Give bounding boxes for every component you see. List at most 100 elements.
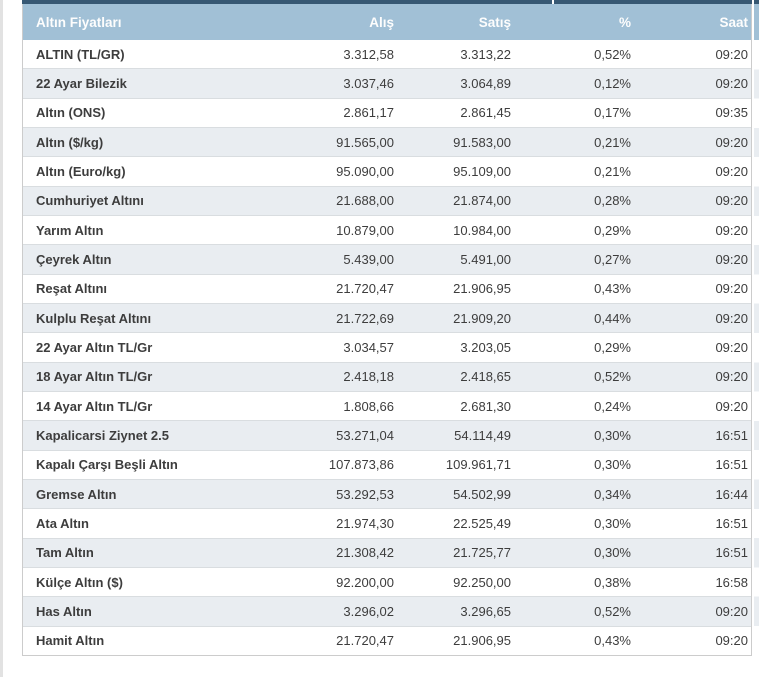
top-accent-bar bbox=[22, 0, 752, 4]
table-row: ALTIN (TL/GR) 3.312,58 3.313,22 0,52% 09… bbox=[23, 40, 751, 69]
gold-prices-widget: Altın Fiyatları Alış Satış % Saat ALTIN … bbox=[22, 0, 752, 656]
change-percent: 0,29% bbox=[594, 222, 631, 238]
table-row: Kapalicarsi Ziynet 2.5 53.271,04 54.114,… bbox=[23, 420, 751, 450]
update-time: 09:20 bbox=[715, 281, 748, 297]
update-time: 09:20 bbox=[715, 633, 748, 649]
table-row: 18 Ayar Altın TL/Gr 2.418,18 2.418,65 0,… bbox=[23, 361, 751, 391]
change-percent: 0,52% bbox=[594, 603, 631, 619]
sell-price: 2.861,45 bbox=[460, 105, 511, 121]
sell-price: 3.313,22 bbox=[460, 46, 511, 62]
instrument-name: Altın ($/kg) bbox=[36, 134, 104, 150]
buy-price: 21.308,42 bbox=[336, 545, 394, 561]
buy-price: 3.037,46 bbox=[343, 75, 394, 91]
table-row: Yarım Altın 10.879,00 10.984,00 0,29% 09… bbox=[23, 214, 751, 245]
buy-price: 2.861,17 bbox=[343, 105, 394, 121]
change-percent: 0,43% bbox=[594, 633, 631, 649]
cropped-rows bbox=[754, 40, 759, 655]
table-row: Külçe Altın ($) 92.200,00 92.250,00 0,38… bbox=[23, 566, 751, 597]
change-percent: 0,29% bbox=[594, 339, 631, 355]
change-percent: 0,38% bbox=[594, 574, 631, 590]
sell-price: 22.525,49 bbox=[453, 515, 511, 531]
gold-prices-table: Altın Fiyatları Alış Satış % Saat ALTIN … bbox=[22, 4, 752, 656]
instrument-name: 18 Ayar Altın TL/Gr bbox=[36, 369, 153, 385]
table-row: Tam Altın 21.308,42 21.725,77 0,30% 16:5… bbox=[23, 537, 751, 567]
header-col-time: Saat bbox=[719, 14, 748, 30]
update-time: 09:20 bbox=[715, 193, 748, 209]
update-time: 09:20 bbox=[715, 398, 748, 414]
table-header-row: Altın Fiyatları Alış Satış % Saat bbox=[23, 4, 751, 40]
header-col-sell: Satış bbox=[478, 14, 511, 30]
table-row: 14 Ayar Altın TL/Gr 1.808,66 2.681,30 0,… bbox=[23, 390, 751, 421]
update-time: 09:20 bbox=[715, 46, 748, 62]
instrument-name: Külçe Altın ($) bbox=[36, 574, 123, 590]
buy-price: 2.418,18 bbox=[343, 369, 394, 385]
buy-price: 1.808,66 bbox=[343, 398, 394, 414]
change-percent: 0,27% bbox=[594, 251, 631, 267]
buy-price: 21.720,47 bbox=[336, 281, 394, 297]
update-time: 09:20 bbox=[715, 163, 748, 179]
change-percent: 0,30% bbox=[594, 457, 631, 473]
instrument-name: Has Altın bbox=[36, 603, 92, 619]
change-percent: 0,21% bbox=[594, 163, 631, 179]
cropped-header bbox=[754, 4, 759, 40]
buy-price: 21.974,30 bbox=[336, 515, 394, 531]
instrument-name: Altın (Euro/kg) bbox=[36, 163, 126, 179]
change-percent: 0,30% bbox=[594, 427, 631, 443]
instrument-name: Yarım Altın bbox=[36, 222, 104, 238]
header-col-buy: Alış bbox=[369, 14, 394, 30]
header-title: Altın Fiyatları bbox=[36, 14, 122, 30]
buy-price: 21.688,00 bbox=[336, 193, 394, 209]
sell-price: 2.418,65 bbox=[460, 369, 511, 385]
sell-price: 91.583,00 bbox=[453, 134, 511, 150]
instrument-name: Altın (ONS) bbox=[36, 105, 106, 121]
table-row: Ata Altın 21.974,30 22.525,49 0,30% 16:5… bbox=[23, 508, 751, 538]
instrument-name: Kapalicarsi Ziynet 2.5 bbox=[36, 427, 169, 443]
table-row: Kulplu Reşat Altını 21.722,69 21.909,20 … bbox=[23, 302, 751, 333]
table-row: Altın (ONS) 2.861,17 2.861,45 0,17% 09:3… bbox=[23, 97, 751, 127]
update-time: 16:44 bbox=[715, 486, 748, 502]
sell-price: 54.114,49 bbox=[454, 427, 511, 443]
table-row: Reşat Altını 21.720,47 21.906,95 0,43% 0… bbox=[23, 273, 751, 303]
sell-price: 21.874,00 bbox=[453, 193, 511, 209]
table-row: Gremse Altın 53.292,53 54.502,99 0,34% 1… bbox=[23, 478, 751, 509]
buy-price: 92.200,00 bbox=[336, 574, 394, 590]
change-percent: 0,44% bbox=[594, 310, 631, 326]
page-edge-strip bbox=[0, 0, 3, 677]
update-time: 09:20 bbox=[715, 339, 748, 355]
buy-price: 107.873,86 bbox=[328, 457, 394, 473]
sell-price: 21.906,95 bbox=[453, 281, 511, 297]
update-time: 09:20 bbox=[715, 222, 748, 238]
change-percent: 0,30% bbox=[594, 515, 631, 531]
change-percent: 0,28% bbox=[594, 193, 631, 209]
table-row: Çeyrek Altın 5.439,00 5.491,00 0,27% 09:… bbox=[23, 244, 751, 274]
change-percent: 0,21% bbox=[594, 134, 631, 150]
instrument-name: 22 Ayar Altın TL/Gr bbox=[36, 339, 153, 355]
change-percent: 0,24% bbox=[594, 398, 631, 414]
buy-price: 21.720,47 bbox=[336, 633, 394, 649]
table-row: Kapalı Çarşı Beşli Altın 107.873,86 109.… bbox=[23, 449, 751, 479]
update-time: 09:20 bbox=[715, 310, 748, 326]
buy-price: 95.090,00 bbox=[336, 163, 394, 179]
change-percent: 0,43% bbox=[594, 281, 631, 297]
buy-price: 3.312,58 bbox=[343, 46, 394, 62]
instrument-name: Hamit Altın bbox=[36, 633, 105, 649]
update-time: 09:20 bbox=[715, 251, 748, 267]
instrument-name: Tam Altın bbox=[36, 545, 94, 561]
buy-price: 21.722,69 bbox=[336, 310, 394, 326]
instrument-name: Kapalı Çarşı Beşli Altın bbox=[36, 457, 178, 473]
update-time: 09:20 bbox=[715, 134, 748, 150]
update-time: 09:35 bbox=[715, 105, 748, 121]
instrument-name: Cumhuriyet Altını bbox=[36, 193, 144, 209]
sell-price: 3.296,65 bbox=[460, 603, 511, 619]
buy-price: 5.439,00 bbox=[343, 251, 394, 267]
instrument-name: Gremse Altın bbox=[36, 486, 117, 502]
instrument-name: ALTIN (TL/GR) bbox=[36, 46, 125, 62]
change-percent: 0,52% bbox=[594, 46, 631, 62]
instrument-name: Ata Altın bbox=[36, 515, 89, 531]
update-time: 09:20 bbox=[715, 603, 748, 619]
update-time: 09:20 bbox=[715, 369, 748, 385]
buy-price: 53.271,04 bbox=[336, 427, 394, 443]
table-row: Altın ($/kg) 91.565,00 91.583,00 0,21% 0… bbox=[23, 126, 751, 157]
buy-price: 91.565,00 bbox=[336, 134, 394, 150]
change-percent: 0,52% bbox=[594, 369, 631, 385]
